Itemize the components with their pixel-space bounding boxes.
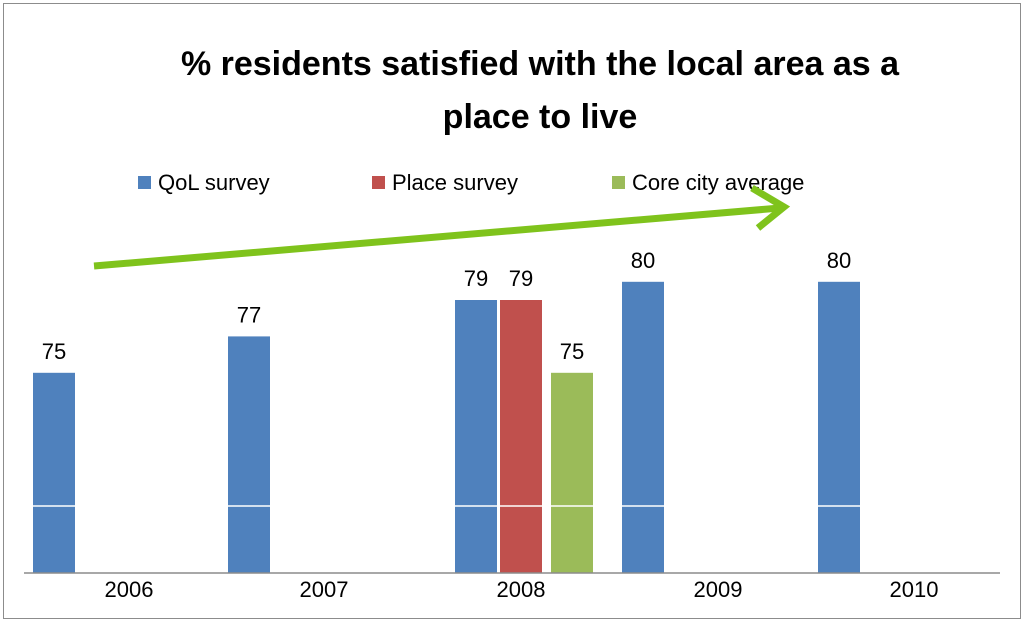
x-tick-label-2008: 2008 bbox=[497, 577, 546, 602]
legend-swatch-qol-survey bbox=[138, 176, 151, 189]
trend-arrow-head bbox=[750, 184, 791, 231]
data-labels: 75 77 79 79 75 80 80 bbox=[42, 248, 851, 364]
bar-qol-survey-2010 bbox=[818, 281, 860, 573]
x-tick-label-2006: 2006 bbox=[105, 577, 154, 602]
bar-place-survey-2008 bbox=[500, 300, 542, 573]
x-tick-label-2010: 2010 bbox=[890, 577, 939, 602]
trend-arrow-shaft bbox=[93, 204, 781, 270]
legend: QoL survey Place survey Core city average bbox=[138, 170, 804, 195]
x-tick-labels: 2006 2007 2008 2009 2010 bbox=[105, 577, 939, 602]
chart-title-line-1: % residents satisfied with the local are… bbox=[181, 45, 900, 83]
bar-core-city-average-2008 bbox=[551, 372, 593, 573]
bar-qol-survey-2006 bbox=[33, 372, 75, 573]
data-label-place-survey-2008: 79 bbox=[509, 266, 533, 291]
legend-label-core-city-average: Core city average bbox=[632, 170, 804, 195]
x-tick-label-2009: 2009 bbox=[694, 577, 743, 602]
data-label-core-city-average-2008: 75 bbox=[560, 339, 584, 364]
legend-label-qol-survey: QoL survey bbox=[158, 170, 270, 195]
legend-swatch-place-survey bbox=[372, 176, 385, 189]
data-label-qol-survey-2006: 75 bbox=[42, 339, 66, 364]
data-label-qol-survey-2009: 80 bbox=[631, 248, 655, 273]
data-label-qol-survey-2008: 79 bbox=[464, 266, 488, 291]
data-label-qol-survey-2007: 77 bbox=[237, 302, 261, 327]
bar-qol-survey-2007 bbox=[228, 336, 270, 573]
x-tick-label-2007: 2007 bbox=[300, 577, 349, 602]
legend-swatch-core-city-average bbox=[612, 176, 625, 189]
bars bbox=[33, 281, 860, 573]
bar-qol-survey-2009 bbox=[622, 281, 664, 573]
chart-title-line-2: place to live bbox=[443, 98, 638, 136]
data-label-qol-survey-2010: 80 bbox=[827, 248, 851, 273]
legend-label-place-survey: Place survey bbox=[392, 170, 518, 195]
bar-qol-survey-2008 bbox=[455, 300, 497, 573]
trend-arrow bbox=[93, 184, 791, 270]
